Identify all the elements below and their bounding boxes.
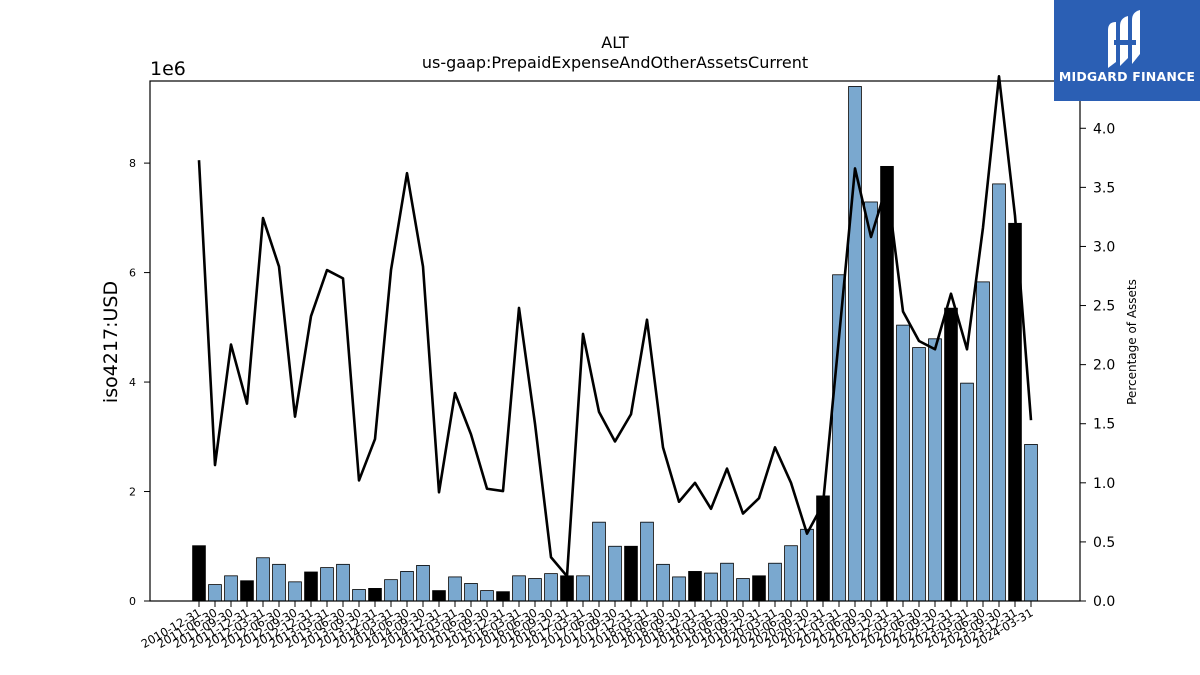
line-series bbox=[197, 74, 1033, 578]
y2-tick-label: 1.5 bbox=[1093, 417, 1115, 433]
bar bbox=[512, 575, 526, 602]
bar bbox=[208, 584, 222, 602]
bar bbox=[192, 545, 206, 602]
bar bbox=[384, 579, 398, 602]
bar bbox=[688, 571, 702, 602]
bar bbox=[608, 545, 622, 602]
plot-frame bbox=[149, 80, 1081, 602]
bar bbox=[352, 589, 366, 602]
y-axis-ticks: 0 2 4 6 8 bbox=[129, 157, 150, 608]
bar bbox=[448, 576, 462, 602]
bar bbox=[800, 528, 814, 602]
bar bbox=[656, 563, 670, 602]
bar bbox=[288, 581, 302, 602]
bar bbox=[624, 545, 638, 602]
bar bbox=[912, 347, 926, 602]
bar bbox=[256, 557, 270, 602]
bar bbox=[960, 382, 974, 602]
y-axis-label: iso4217:USD bbox=[100, 281, 122, 403]
y2-axis-label: Percentage of Assets bbox=[1125, 279, 1139, 405]
bar bbox=[336, 563, 350, 602]
bar bbox=[944, 307, 958, 602]
y2-tick-label: 2.5 bbox=[1093, 299, 1115, 315]
bar bbox=[592, 521, 606, 602]
bar bbox=[416, 565, 430, 602]
y2-tick-label: 3.0 bbox=[1093, 239, 1115, 255]
bar bbox=[432, 590, 446, 602]
y2-tick-label: 0.0 bbox=[1093, 594, 1115, 610]
bar bbox=[544, 573, 558, 602]
bar-series bbox=[192, 86, 1038, 602]
bar bbox=[768, 562, 782, 602]
bar bbox=[560, 575, 574, 602]
bar bbox=[304, 571, 318, 602]
bar bbox=[400, 571, 414, 602]
y2-tick-label: 2.0 bbox=[1093, 358, 1115, 374]
y-tick-label: 6 bbox=[129, 267, 136, 280]
bar bbox=[240, 580, 254, 602]
y2-tick-label: 1.0 bbox=[1093, 476, 1115, 492]
bar bbox=[320, 567, 334, 602]
bar bbox=[672, 576, 686, 602]
y-tick-label: 2 bbox=[129, 486, 136, 499]
y-tick-label: 8 bbox=[129, 157, 136, 170]
bar bbox=[992, 183, 1006, 602]
bar bbox=[896, 324, 910, 602]
y-tick-label: 4 bbox=[129, 376, 136, 389]
y2-tick-label: 3.5 bbox=[1093, 180, 1115, 196]
bar bbox=[736, 578, 750, 602]
bar bbox=[480, 590, 494, 602]
bar bbox=[784, 545, 798, 602]
y-multiplier-label: 1e6 bbox=[150, 58, 186, 80]
logo-text: MIDGARD FINANCE bbox=[1058, 69, 1196, 84]
bar bbox=[848, 86, 862, 602]
bar bbox=[928, 338, 942, 602]
bar bbox=[976, 281, 990, 602]
bar bbox=[272, 563, 286, 602]
bar bbox=[640, 521, 654, 602]
y2-axis-ticks: 0.0 0.5 1.0 1.5 2.0 2.5 3.0 3.5 4.0 bbox=[1080, 121, 1115, 610]
y-tick-label: 0 bbox=[129, 595, 136, 608]
bar bbox=[864, 201, 878, 602]
bar bbox=[368, 588, 382, 602]
bar bbox=[880, 165, 894, 602]
bar bbox=[464, 583, 478, 602]
x-axis-ticks: 2010-12-312011-06-302011-09-302011-12-31… bbox=[139, 601, 1036, 651]
bar bbox=[224, 575, 238, 602]
bar bbox=[720, 562, 734, 602]
bar bbox=[528, 578, 542, 602]
chart-title: ALT bbox=[601, 33, 629, 52]
bar bbox=[576, 575, 590, 602]
bar bbox=[496, 591, 510, 602]
logo-mark-icon bbox=[1108, 10, 1140, 68]
bar bbox=[1024, 444, 1038, 602]
percentage-line bbox=[197, 74, 1033, 578]
y2-tick-label: 4.0 bbox=[1093, 121, 1115, 137]
bar bbox=[704, 572, 718, 602]
bar bbox=[752, 575, 766, 602]
chart-subtitle: us-gaap:PrepaidExpenseAndOtherAssetsCurr… bbox=[422, 53, 808, 72]
y2-tick-label: 0.5 bbox=[1093, 535, 1115, 551]
company-logo: MIDGARD FINANCE bbox=[1054, 0, 1200, 101]
